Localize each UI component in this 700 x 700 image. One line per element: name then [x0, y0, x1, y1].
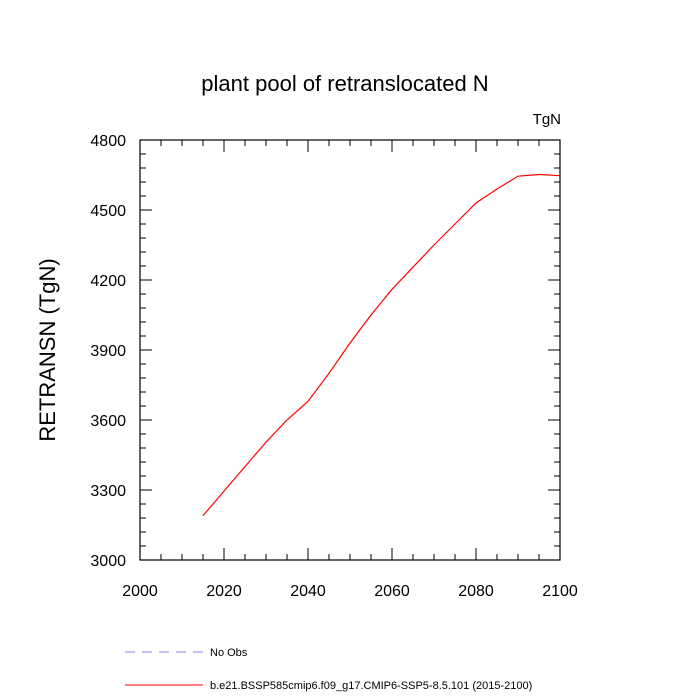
y-tick-label: 3600 [90, 413, 126, 430]
y-tick-label: 3000 [90, 553, 126, 570]
legend-label: No Obs [210, 647, 248, 659]
y-tick-label: 4200 [90, 273, 126, 290]
x-tick-label: 2000 [122, 583, 158, 600]
x-tick-label: 2080 [458, 583, 494, 600]
series-layer [202, 173, 561, 517]
chart-title: plant pool of retranslocated N [201, 71, 488, 96]
legend: No Obs b.e21.BSSP585cmip6.f09_g17.CMIP6-S… [125, 647, 532, 692]
axis-ticks: 2000 2020 2040 2060 2080 2100 3000 3300 3600 3900… [90, 133, 577, 600]
units-label: TgN [533, 111, 561, 128]
plot-frame [139, 139, 561, 561]
x-tick-label: 2060 [374, 583, 410, 600]
x-tick-label: 2100 [542, 583, 578, 600]
x-tick-label: 2020 [206, 583, 242, 600]
legend-label: b.e21.BSSP585cmip6.f09_g17.CMIP6-SSP5-8.… [210, 680, 532, 692]
x-tick-label: 2040 [290, 583, 326, 600]
y-tick-label: 3300 [90, 483, 126, 500]
y-tick-label: 3900 [90, 343, 126, 360]
series-line-1 [202, 173, 561, 517]
y-tick-label: 4500 [90, 203, 126, 220]
y-axis-label: RETRANSN (TgN) [35, 258, 60, 441]
y-tick-label: 4800 [90, 133, 126, 150]
